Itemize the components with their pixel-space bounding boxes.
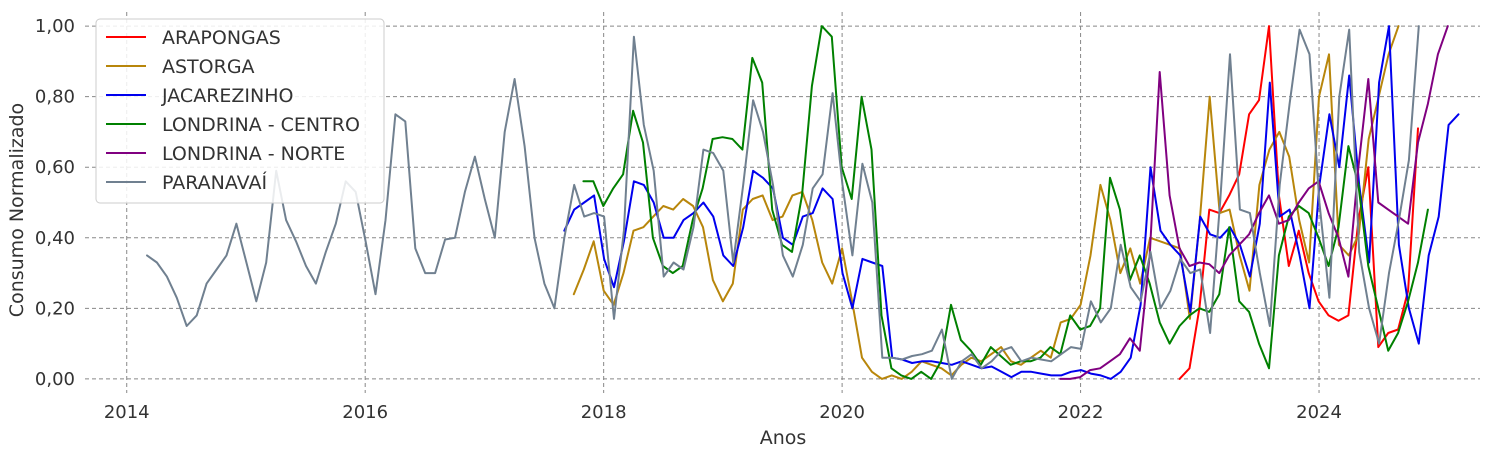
x-tick-label: 2016	[342, 402, 388, 423]
series-layer	[146, 25, 1460, 380]
legend-label: JACAREZINHO	[161, 85, 293, 107]
series-line-5	[1059, 25, 1449, 380]
legend-label: LONDRINA - NORTE	[162, 143, 345, 165]
y-tick-label: 0,00	[35, 369, 75, 390]
x-axis-title: Anos	[760, 427, 807, 449]
series-line-3	[563, 25, 1460, 380]
legend-label: PARANAVAÍ	[162, 171, 267, 194]
y-tick-label: 0,60	[35, 157, 75, 178]
x-tick-label: 2020	[819, 402, 865, 423]
y-tick-label: 0,20	[35, 298, 75, 319]
series-line-4	[582, 25, 1429, 380]
legend: ARAPONGAS ASTORGA JACAREZINHO LONDRINA - CE…	[95, 18, 385, 204]
series-line-2	[572, 25, 1400, 380]
legend-label: LONDRINA - CENTRO	[162, 114, 360, 136]
legend-label: ASTORGA	[162, 56, 255, 78]
x-tick-label: 2018	[581, 402, 627, 423]
x-tick-label: 2014	[104, 402, 150, 423]
y-tick-label: 1,00	[35, 16, 75, 37]
legend-label: ARAPONGAS	[162, 27, 281, 49]
x-tick-label: 2024	[1296, 402, 1342, 423]
y-tick-label: 0,40	[35, 228, 75, 249]
x-tick-label: 2022	[1058, 402, 1104, 423]
series-line-6	[146, 25, 1420, 380]
tick-layer: 0,00 0,20 0,40 0,60 0,80 1,00 2014 2016 2018 2020…	[35, 16, 1342, 423]
y-axis-title: Consumo Normalizado	[6, 103, 28, 317]
y-tick-label: 0,80	[35, 87, 75, 108]
legend-frame	[95, 18, 385, 204]
